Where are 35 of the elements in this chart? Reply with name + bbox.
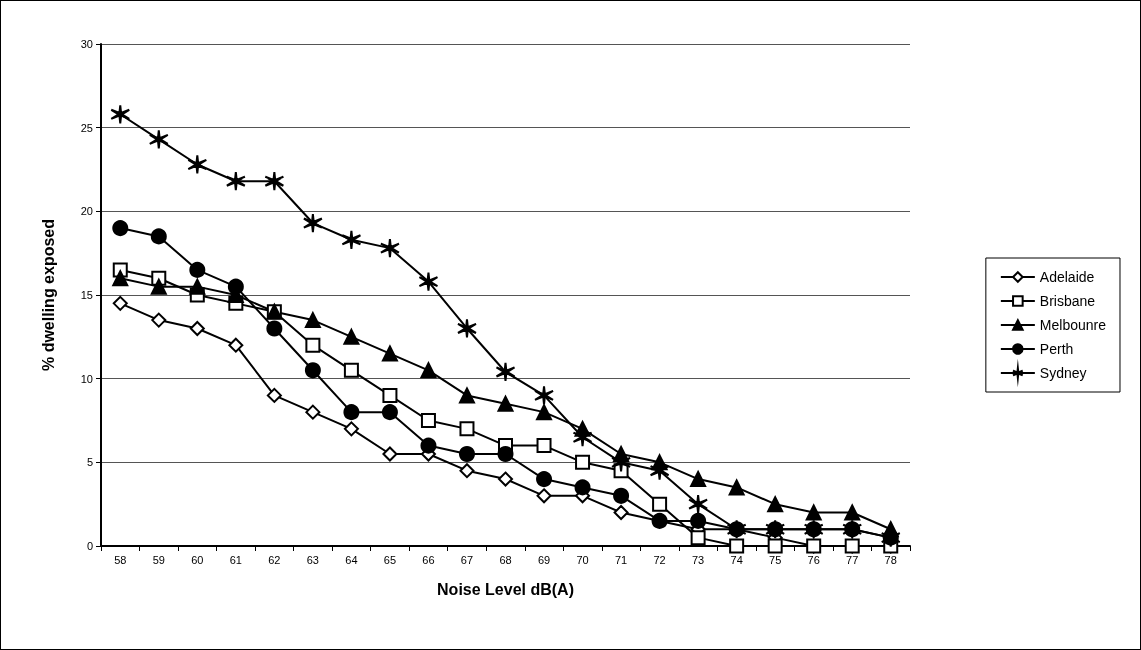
x-axis-title: Noise Level dB(A) xyxy=(437,580,574,598)
legend-label: Brisbane xyxy=(1039,293,1096,309)
x-tick-label: 62 xyxy=(268,553,281,566)
legend-label: Sydney xyxy=(1039,365,1087,381)
x-tick-label: 69 xyxy=(537,553,551,566)
x-tick-label: 68 xyxy=(499,553,512,566)
x-tick-label: 78 xyxy=(884,553,897,566)
x-tick-label: 66 xyxy=(422,553,435,566)
legend-label: Perth xyxy=(1039,341,1074,357)
x-tick-label: 76 xyxy=(807,553,820,566)
x-tick-label: 74 xyxy=(730,553,743,566)
x-tick-label: 59 xyxy=(152,553,165,566)
x-tick-label: 61 xyxy=(229,553,242,566)
x-tick-label: 75 xyxy=(769,553,782,566)
legend-label: Melbounre xyxy=(1039,317,1107,333)
x-tick-label: 73 xyxy=(691,553,705,566)
y-tick-label: 30 xyxy=(80,38,93,50)
y-tick-label: 25 xyxy=(80,121,93,134)
y-axis-title: % dwelling exposed xyxy=(39,218,57,372)
x-tick-label: 65 xyxy=(383,553,397,566)
x-tick-label: 60 xyxy=(191,553,204,566)
x-tick-label: 63 xyxy=(306,553,320,566)
y-tick-label: 10 xyxy=(80,372,93,385)
x-tick-label: 72 xyxy=(653,553,666,566)
y-tick-label: 0 xyxy=(86,540,93,552)
y-tick-label: 5 xyxy=(86,456,93,469)
x-tick-label: 67 xyxy=(460,553,474,566)
x-tick-label: 64 xyxy=(345,553,358,566)
y-tick-label: 15 xyxy=(80,289,93,301)
y-tick-label: 20 xyxy=(80,205,93,218)
x-tick-label: 77 xyxy=(846,553,859,566)
legend-label: Adelaide xyxy=(1039,269,1095,285)
x-tick-label: 71 xyxy=(614,553,628,566)
x-tick-label: 58 xyxy=(114,553,127,566)
x-tick-label: 70 xyxy=(576,553,589,566)
